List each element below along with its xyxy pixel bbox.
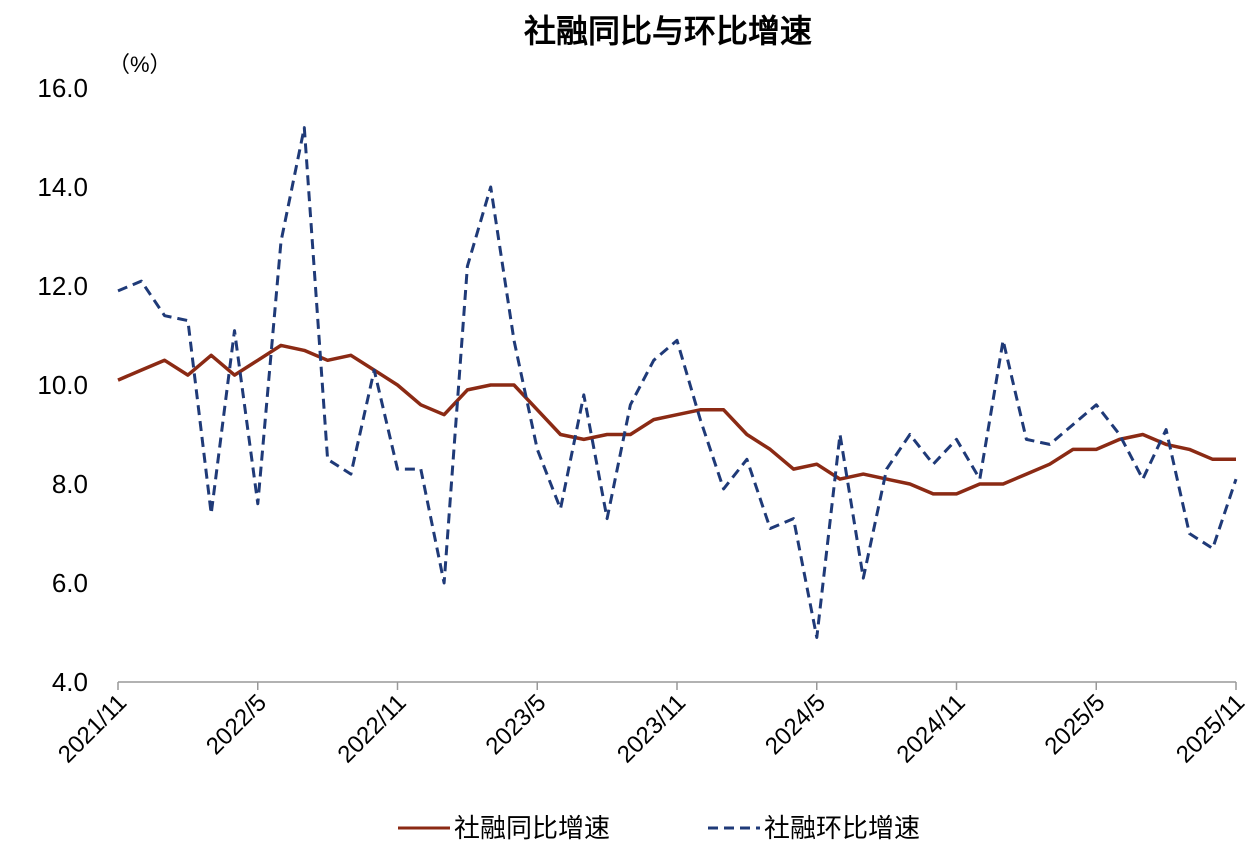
x-tick-label: 2022/5 [201, 689, 272, 760]
y-tick-label: 14.0 [37, 172, 88, 202]
x-tick-label: 2024/11 [892, 689, 971, 768]
x-tick-label: 2023/11 [612, 689, 691, 768]
legend-label: 社融同比增速 [454, 813, 610, 843]
x-tick-label: 2025/5 [1039, 689, 1110, 760]
x-tick-label: 2022/11 [333, 689, 412, 768]
x-tick-label: 2025/11 [1171, 689, 1250, 768]
y-axis-unit: （%） [108, 52, 172, 77]
y-tick-label: 12.0 [37, 271, 88, 301]
x-tick-label: 2021/11 [53, 689, 132, 768]
legend-label: 社融环比增速 [764, 813, 920, 843]
y-tick-label: 6.0 [52, 568, 88, 598]
y-tick-label: 10.0 [37, 370, 88, 400]
series-line [117, 126, 1238, 639]
chart-title: 社融同比与环比增速 [524, 13, 812, 49]
y-tick-label: 4.0 [52, 667, 88, 697]
series-line [117, 343, 1236, 496]
x-tick-label: 2023/5 [480, 689, 551, 760]
y-tick-label: 8.0 [52, 469, 88, 499]
x-tick-label: 2024/5 [760, 689, 831, 760]
y-tick-label: 16.0 [37, 73, 88, 103]
